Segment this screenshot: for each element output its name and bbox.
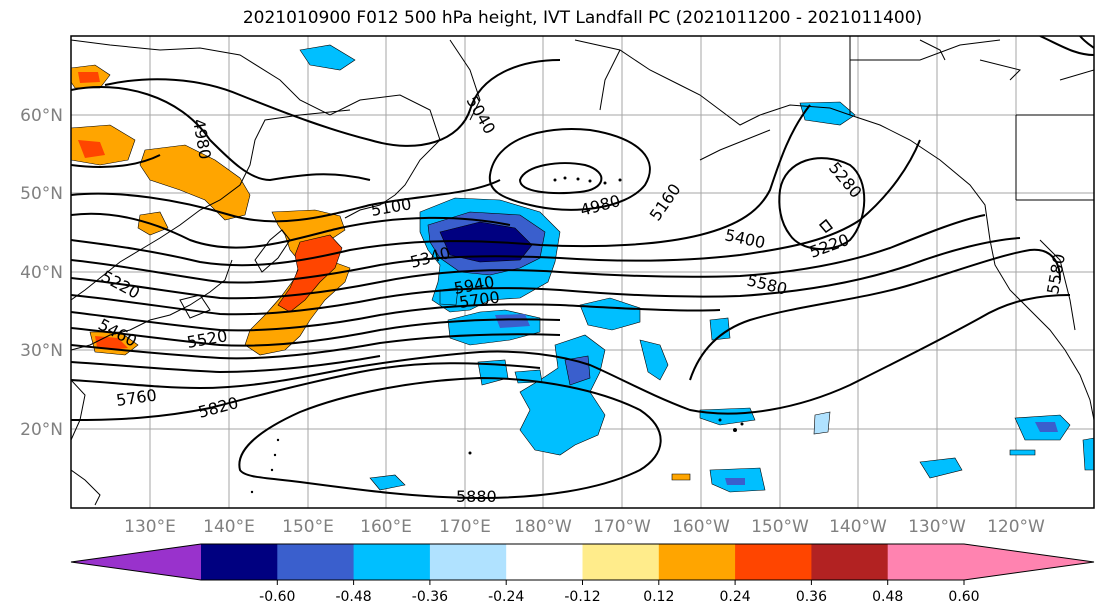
map-plot-area [71, 36, 1094, 508]
height-contours [71, 36, 1094, 500]
colorbar-tick-label: 0.48 [872, 589, 903, 601]
colorbar-segment [887, 544, 965, 580]
lon-label: 140°E [203, 517, 255, 537]
colorbar-tick-label: 0.60 [948, 589, 979, 601]
colorbar-segment [277, 544, 355, 580]
colorbar-segment [582, 544, 660, 580]
colorbar-segment [201, 544, 278, 580]
latitude-labels: 60°N 50°N 40°N 30°N 20°N [20, 106, 63, 440]
lon-label: 150°E [282, 517, 334, 537]
islands [250, 176, 744, 494]
colorbar-tick-label: -0.60 [259, 589, 295, 601]
lat-label: 20°N [20, 420, 63, 440]
contour-label: 5880 [456, 487, 497, 506]
lon-label: 170°W [593, 517, 651, 537]
lon-label: 120°W [987, 517, 1045, 537]
lon-label: 170°E [439, 517, 491, 537]
colorbar-tick-label: -0.36 [412, 589, 448, 601]
colorbar: -0.60 -0.48 -0.36 -0.24 -0.12 0.12 0.24 0.36 0.4… [70, 543, 1095, 601]
colorbar-extend-min [71, 544, 201, 580]
lon-label: 160°W [672, 517, 730, 537]
colorbar-tick-label: 0.24 [720, 589, 751, 601]
lon-label: 140°W [829, 517, 887, 537]
lon-label: 130°E [124, 517, 176, 537]
longitude-labels: 130°E 140°E 150°E 160°E 170°E 180°W 170°… [124, 517, 1045, 537]
colorbar-segment [811, 544, 889, 580]
lat-label: 40°N [20, 263, 63, 283]
lon-label: 160°E [360, 517, 412, 537]
lat-label: 50°N [20, 184, 63, 204]
colorbar-tick-label: 0.36 [796, 589, 827, 601]
lon-label: 130°W [908, 517, 966, 537]
lon-label: 150°W [751, 517, 809, 537]
ivt-negative-shading [299, 44, 1094, 493]
colorbar-segment [353, 544, 431, 580]
map-title: 2021010900 F012 500 hPa height, IVT Land… [242, 8, 923, 28]
colorbar-segment [658, 544, 736, 580]
coastlines [71, 36, 1094, 506]
colorbar-tick-label: 0.12 [643, 589, 674, 601]
colorbar-tick-label: -0.48 [335, 589, 371, 601]
lon-label: 180°W [514, 517, 572, 537]
colorbar-outline [70, 543, 1095, 581]
colorbar-extend-max [964, 544, 1094, 580]
map-frame [70, 35, 1095, 509]
colorbar-segment [735, 544, 812, 580]
colorbar-tick-label: -0.24 [488, 589, 524, 601]
colorbar-segment [506, 544, 583, 580]
lat-label: 60°N [20, 106, 63, 126]
colorbar-segment [429, 544, 507, 580]
lat-label: 30°N [20, 341, 63, 361]
colorbar-tick-label: -0.12 [564, 589, 600, 601]
ivt-positive-shading [71, 64, 691, 481]
